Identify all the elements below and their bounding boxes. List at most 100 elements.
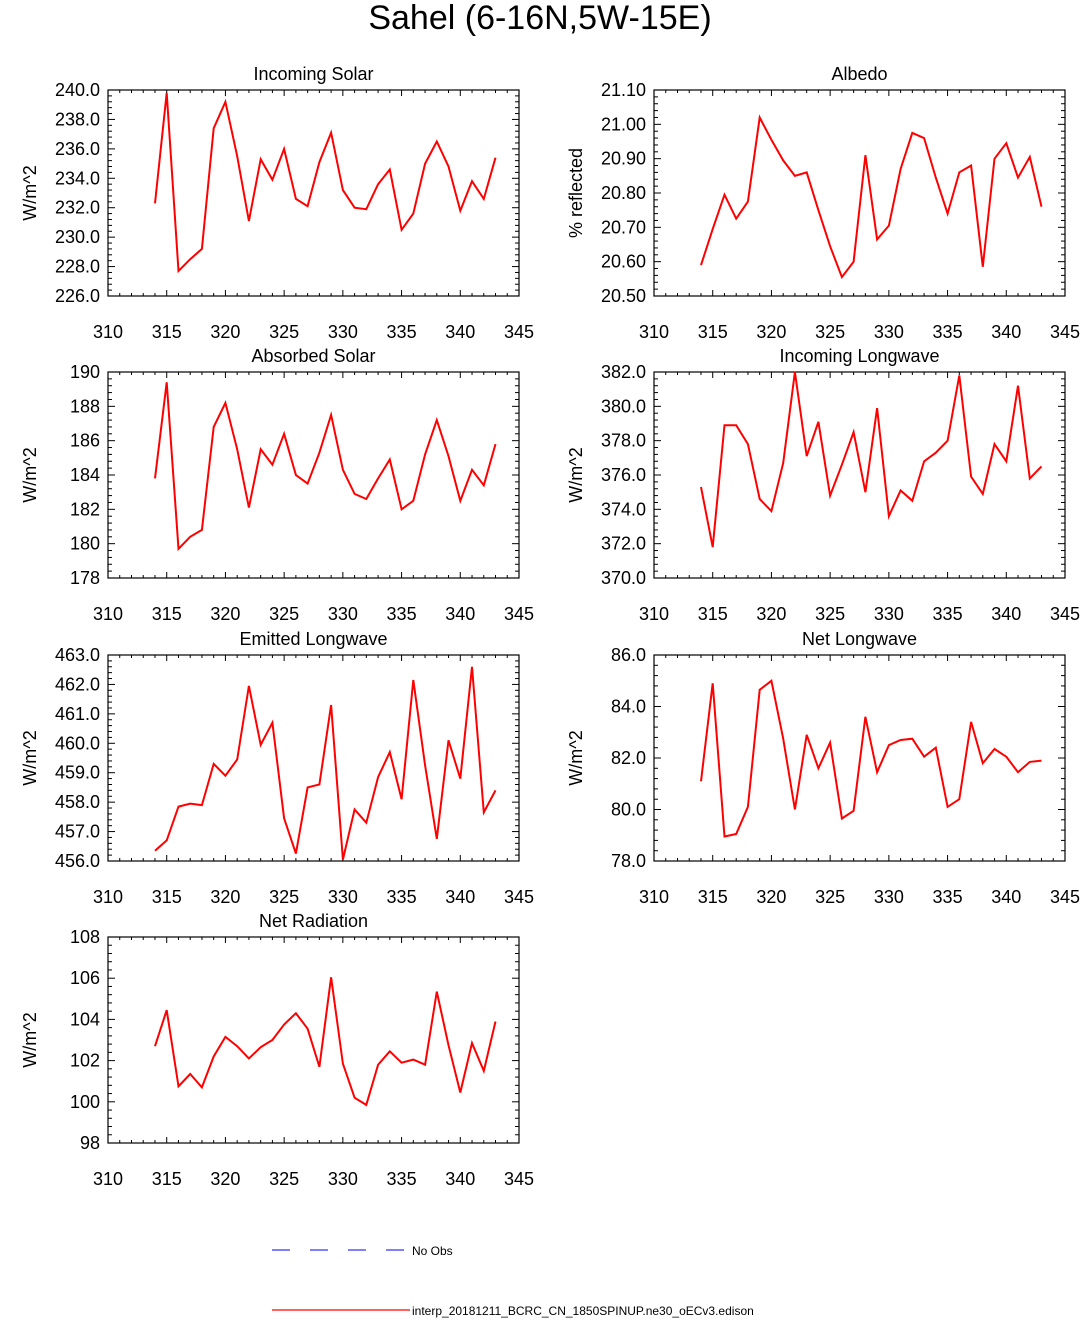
y-tick-label: 230.0 [55,227,100,247]
x-tick-label: 345 [1050,604,1080,624]
y-tick-label: 376.0 [601,465,646,485]
plot-frame [107,654,520,862]
y-tick-label: 226.0 [55,286,100,306]
y-axis-label: W/m^2 [20,165,40,220]
x-tick-label: 310 [93,604,123,624]
panel-title: Emitted Longwave [239,629,387,649]
y-tick-label: 458.0 [55,792,100,812]
y-tick-label: 463.0 [55,645,100,665]
y-tick-label: 190 [70,362,100,382]
y-tick-label: 378.0 [601,431,646,451]
x-tick-label: 335 [387,887,417,907]
x-tick-label: 335 [933,604,963,624]
x-tick-label: 335 [933,887,963,907]
x-tick-label: 320 [210,604,240,624]
series-line [700,114,1043,280]
panel-title: Net Radiation [259,911,368,931]
y-tick-label: 82.0 [611,748,646,768]
x-tick-label: 340 [445,322,475,342]
panel-title: Incoming Solar [253,64,373,84]
x-tick-label: 325 [815,887,845,907]
y-tick-label: 20.70 [601,217,646,237]
figure-title: Sahel (6-16N,5W-15E) [368,0,711,37]
legend: No Obs interp_20181211_BCRC_CN_1850SPINU… [272,1244,754,1318]
y-tick-label: 106 [70,968,100,988]
panel-net-radiation: Net Radiation W/m^2 310 315 320 325 330 335 340 3… [20,911,534,1189]
x-tick-label: 330 [874,887,904,907]
y-tick-label: 462.0 [55,674,100,694]
y-tick-label: 459.0 [55,763,100,783]
panel-title: Net Longwave [802,629,917,649]
panel-absorbed-solar: Absorbed Solar W/m^2 310 315 320 325 330 335 340… [20,346,534,624]
x-tick-label: 320 [210,322,240,342]
y-axis-label: W/m^2 [20,1012,40,1067]
y-tick-label: 382.0 [601,362,646,382]
x-tick-label: 325 [815,604,845,624]
y-tick-label: 240.0 [55,80,100,100]
y-tick-label: 188 [70,396,100,416]
plot-frame [653,89,1066,297]
y-tick-label: 80.0 [611,800,646,820]
series-line [154,382,497,552]
x-tick-label: 315 [152,322,182,342]
y-tick-label: 374.0 [601,499,646,519]
x-tick-label: 335 [933,322,963,342]
y-tick-label: 380.0 [601,396,646,416]
y-tick-label: 21.10 [601,80,646,100]
x-tick-label: 315 [152,1169,182,1189]
x-tick-label: 315 [698,604,728,624]
x-tick-label: 345 [504,887,534,907]
x-tick-label: 330 [328,322,358,342]
x-tick-label: 330 [328,887,358,907]
y-axis-label: W/m^2 [566,447,586,502]
x-tick-label: 335 [387,1169,417,1189]
y-tick-label: 20.50 [601,286,646,306]
legend-model-label: interp_20181211_BCRC_CN_1850SPINUP.ne30_… [412,1304,754,1318]
x-tick-label: 315 [698,322,728,342]
y-axis-label: W/m^2 [20,447,40,502]
y-tick-label: 104 [70,1009,100,1029]
x-tick-label: 325 [269,1169,299,1189]
y-tick-label: 20.60 [601,252,646,272]
x-tick-label: 325 [269,887,299,907]
panel-emitted-longwave: Emitted Longwave W/m^2 310 315 320 325 330 335 3… [20,629,534,907]
y-tick-label: 236.0 [55,139,100,159]
x-tick-label: 315 [152,887,182,907]
y-tick-label: 98 [80,1133,100,1153]
series-line [154,92,497,274]
plot-frame [107,371,520,579]
y-tick-label: 238.0 [55,109,100,129]
chart-panels: Incoming Solar W/m^2 310 315 320 325 330 335 340… [20,64,1080,1189]
y-tick-label: 186 [70,431,100,451]
series-line [700,679,1042,838]
y-tick-label: 234.0 [55,168,100,188]
x-tick-label: 340 [445,604,475,624]
y-tick-label: 178 [70,568,100,588]
y-tick-label: 370.0 [601,568,646,588]
x-tick-label: 325 [815,322,845,342]
y-tick-label: 20.80 [601,183,646,203]
x-tick-label: 340 [991,887,1021,907]
x-tick-label: 345 [504,604,534,624]
y-tick-label: 108 [70,927,100,947]
x-tick-label: 340 [445,1169,475,1189]
x-tick-label: 335 [387,322,417,342]
series-line [154,977,497,1107]
y-tick-label: 461.0 [55,704,100,724]
y-tick-label: 78.0 [611,851,646,871]
panel-incoming-solar: Incoming Solar W/m^2 310 315 320 325 330 335 340… [20,64,534,342]
plot-frame [653,371,1066,579]
plot-frame [107,936,520,1144]
x-tick-label: 345 [1050,887,1080,907]
x-tick-label: 330 [874,322,904,342]
x-tick-label: 310 [639,604,669,624]
y-tick-label: 102 [70,1051,100,1071]
x-tick-label: 325 [269,322,299,342]
x-tick-label: 310 [639,887,669,907]
y-tick-label: 456.0 [55,851,100,871]
x-tick-label: 320 [210,1169,240,1189]
x-tick-label: 330 [328,1169,358,1189]
y-tick-label: 180 [70,534,100,554]
panel-title: Absorbed Solar [251,346,375,366]
